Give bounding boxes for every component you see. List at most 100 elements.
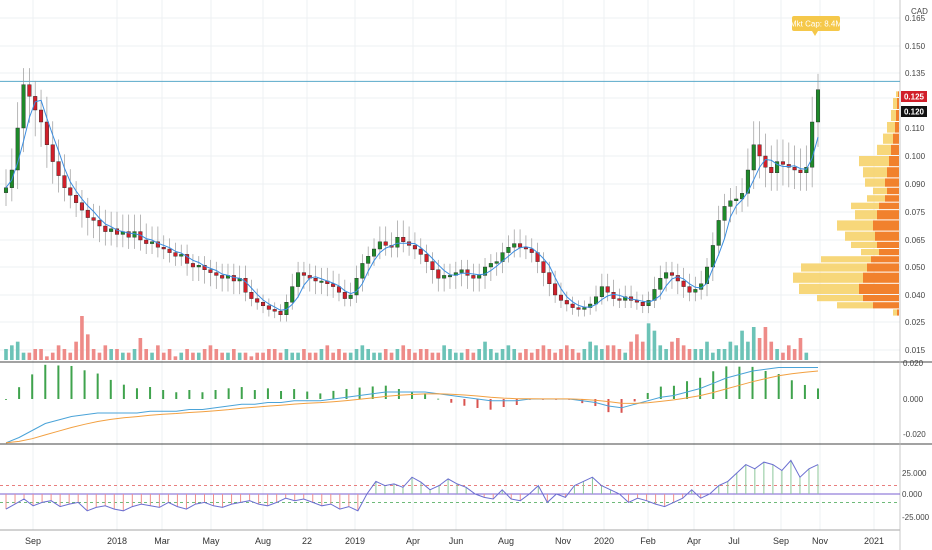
candle[interactable] <box>296 261 301 298</box>
candle[interactable] <box>442 263 447 292</box>
candle[interactable] <box>477 263 482 292</box>
candle[interactable] <box>529 238 534 263</box>
candle[interactable] <box>126 214 131 249</box>
candle[interactable] <box>740 178 745 212</box>
candle[interactable] <box>39 89 44 147</box>
candle[interactable] <box>114 211 120 248</box>
candle[interactable] <box>336 273 341 302</box>
candle[interactable] <box>471 263 476 292</box>
candle[interactable] <box>56 139 61 193</box>
candle[interactable] <box>412 232 417 260</box>
candle[interactable] <box>570 296 575 315</box>
candle[interactable] <box>693 276 698 302</box>
candle[interactable] <box>798 148 803 191</box>
candle[interactable] <box>704 258 710 297</box>
candle[interactable] <box>716 205 721 256</box>
candle[interactable] <box>15 102 20 190</box>
candle[interactable] <box>430 252 435 284</box>
candle[interactable] <box>576 300 581 317</box>
candle[interactable] <box>617 288 622 308</box>
candle[interactable] <box>810 96 815 188</box>
candle[interactable] <box>494 252 499 276</box>
candle[interactable] <box>272 302 277 319</box>
candle[interactable] <box>155 226 160 258</box>
candle[interactable] <box>103 209 108 246</box>
candle[interactable] <box>68 169 73 209</box>
candle[interactable] <box>558 282 563 308</box>
candle[interactable] <box>74 181 79 218</box>
candle[interactable] <box>745 148 750 207</box>
candle[interactable] <box>401 220 406 253</box>
candle[interactable] <box>313 265 318 295</box>
candle[interactable] <box>85 197 90 236</box>
candle[interactable] <box>465 259 470 289</box>
candle[interactable] <box>687 273 692 302</box>
candle[interactable] <box>354 265 359 303</box>
candle[interactable] <box>278 304 283 322</box>
candle[interactable] <box>319 267 324 295</box>
candle[interactable] <box>208 259 213 287</box>
candle[interactable] <box>418 238 423 265</box>
candle[interactable] <box>179 244 184 266</box>
candle[interactable] <box>348 282 353 307</box>
candle[interactable] <box>109 211 114 246</box>
candle[interactable] <box>512 229 517 258</box>
candle[interactable] <box>342 279 347 307</box>
candle[interactable] <box>266 298 271 317</box>
candle[interactable] <box>675 263 680 295</box>
candle[interactable] <box>173 242 178 266</box>
candle[interactable] <box>658 265 663 300</box>
candle[interactable] <box>91 203 96 239</box>
candle[interactable] <box>196 256 201 281</box>
candle[interactable] <box>214 261 219 289</box>
candle[interactable] <box>97 205 102 243</box>
candle[interactable] <box>722 193 727 239</box>
candle[interactable] <box>243 265 248 302</box>
candle[interactable] <box>161 235 166 260</box>
candle[interactable] <box>780 139 785 186</box>
candle[interactable] <box>506 235 511 263</box>
candle[interactable] <box>50 121 55 184</box>
candle[interactable] <box>79 189 84 228</box>
candle[interactable] <box>757 121 762 179</box>
candle[interactable] <box>44 96 49 168</box>
candle[interactable] <box>611 279 616 307</box>
candle[interactable] <box>775 139 780 191</box>
candle[interactable] <box>815 73 821 147</box>
candle[interactable] <box>21 68 26 153</box>
candle[interactable] <box>301 261 306 289</box>
candle[interactable] <box>261 294 266 314</box>
time-axis-ticks[interactable]: Sep 2018 Mar May Aug 22 2019 Apr Jun Aug Nov 2020 Fe… <box>25 536 884 546</box>
price-candles[interactable] <box>3 68 821 322</box>
candle[interactable] <box>249 279 254 307</box>
candle[interactable] <box>681 267 686 298</box>
candle[interactable] <box>395 220 400 258</box>
candle[interactable] <box>255 288 260 310</box>
candle[interactable] <box>769 145 774 191</box>
candle[interactable] <box>553 270 558 303</box>
candle[interactable] <box>284 294 289 322</box>
candle[interactable] <box>27 68 32 123</box>
candle[interactable] <box>167 238 172 263</box>
candle[interactable] <box>669 261 674 289</box>
candle[interactable] <box>331 270 336 298</box>
candle[interactable] <box>605 273 610 302</box>
candle[interactable] <box>488 254 493 281</box>
candle[interactable] <box>62 154 67 202</box>
candle[interactable] <box>547 261 552 297</box>
candle[interactable] <box>447 263 452 289</box>
candle[interactable] <box>220 263 225 292</box>
candle[interactable] <box>424 244 429 274</box>
candle[interactable] <box>377 226 382 260</box>
candle[interactable] <box>804 145 809 191</box>
candle[interactable] <box>751 121 756 190</box>
candle[interactable] <box>640 294 645 314</box>
market-cap-callout[interactable]: Mkt Cap: 8.4M <box>790 16 842 36</box>
candle[interactable] <box>564 291 569 312</box>
candle[interactable] <box>185 244 190 276</box>
candle[interactable] <box>190 254 195 281</box>
candle[interactable] <box>202 256 207 284</box>
candle[interactable] <box>734 186 739 215</box>
candle[interactable] <box>360 254 365 292</box>
